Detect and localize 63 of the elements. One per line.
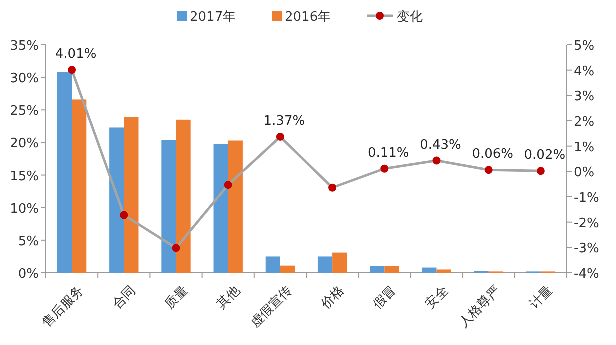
x-tick-label: 质量 xyxy=(162,283,192,312)
y-tick-label: 25% xyxy=(10,104,39,120)
legend-label: 2017年 xyxy=(190,10,236,25)
bar xyxy=(110,128,124,273)
x-tick-label: 合同 xyxy=(110,283,140,312)
y2-tick-label: 2% xyxy=(574,115,595,130)
y-tick-label: 20% xyxy=(10,136,39,152)
bar xyxy=(176,120,191,273)
y2-tick-label: -3% xyxy=(574,242,600,257)
y2-tick-label: 5% xyxy=(574,39,595,54)
bar xyxy=(332,252,348,273)
y2-tick-label: -1% xyxy=(574,191,600,206)
y2-tick-label: -2% xyxy=(574,216,600,232)
x-tick-label: 假冒 xyxy=(370,283,400,312)
data-label: 4.01% xyxy=(55,47,97,62)
y-tick-label: 10% xyxy=(10,202,39,217)
bar xyxy=(318,256,333,273)
y-tick-label: 15% xyxy=(10,169,39,184)
point xyxy=(328,184,337,192)
bar xyxy=(72,100,87,273)
point xyxy=(120,211,128,220)
y2-tick-label: 0% xyxy=(574,166,595,181)
legend-label: 变化 xyxy=(397,10,423,25)
x-tick-label: 安全 xyxy=(422,282,452,312)
y-tick-label: 35% xyxy=(10,39,39,54)
y2-tick-label: -4% xyxy=(574,267,600,282)
bar xyxy=(124,117,139,273)
point xyxy=(68,66,76,74)
x-tick-label: 售后服务 xyxy=(40,283,88,331)
x-tick-label: 其他 xyxy=(214,283,244,312)
bar xyxy=(228,140,243,273)
bar xyxy=(162,140,176,273)
point xyxy=(172,244,180,252)
bar xyxy=(266,256,280,273)
y2-tick-label: 3% xyxy=(574,90,595,105)
bar xyxy=(214,144,228,273)
bar xyxy=(384,266,400,273)
y2-tick-label: 4% xyxy=(574,64,595,80)
x-tick-label: 人格尊严 xyxy=(456,283,504,331)
point xyxy=(380,164,389,173)
y2-tick-label: 1% xyxy=(574,140,595,156)
y-tick-label: 0% xyxy=(18,267,39,282)
point xyxy=(276,132,284,141)
data-label: 0.43% xyxy=(420,138,462,153)
data-label: 1.37% xyxy=(264,114,306,129)
bar xyxy=(436,270,452,273)
bar xyxy=(57,72,72,273)
legend-label: 2016年 xyxy=(285,10,332,25)
point xyxy=(224,181,232,190)
bar xyxy=(370,266,385,273)
x-tick-label: 计量 xyxy=(527,283,556,312)
y-tick-label: 30% xyxy=(10,72,39,87)
y-tick-label: 5% xyxy=(18,234,39,250)
data-label: 0.06% xyxy=(472,147,514,162)
point xyxy=(536,167,545,176)
x-tick-label: 价格 xyxy=(318,283,348,314)
data-label: 0.11% xyxy=(368,146,410,161)
point xyxy=(432,156,441,165)
x-tick-label: 虚假宣传 xyxy=(247,282,296,331)
data-label: 0.02% xyxy=(524,148,566,164)
bar xyxy=(280,266,296,273)
bar xyxy=(422,268,437,273)
point xyxy=(484,166,493,174)
